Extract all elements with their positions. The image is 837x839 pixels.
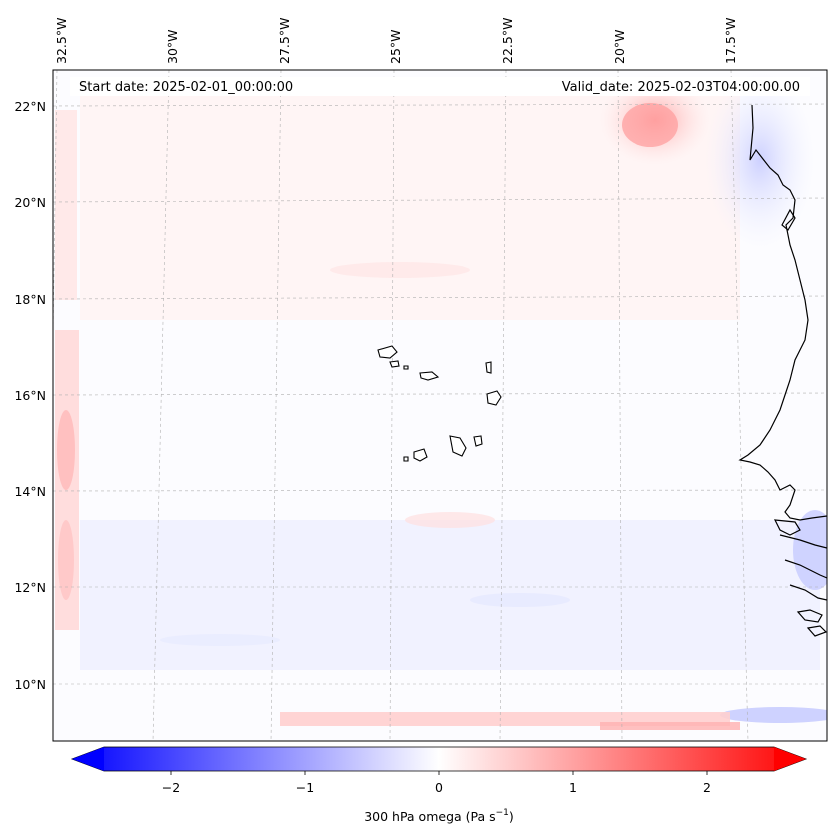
colorbar-body xyxy=(70,746,808,772)
lat-label-12n: 12°N xyxy=(14,580,46,595)
map-frame xyxy=(52,69,828,742)
valid-date-label: Valid_date: 2025-02-03T04:00:00.00 xyxy=(562,80,800,95)
omega-field xyxy=(53,70,827,741)
colorbar-min-extend xyxy=(72,747,104,771)
colorbar-max-extend xyxy=(774,747,806,771)
colorbar-title: 300 hPa omega (Pa s−1) xyxy=(364,808,514,824)
lon-label-17-5w: 17.5°W xyxy=(723,18,738,64)
lat-label-10n: 10°N xyxy=(14,677,46,692)
longitude-labels: 32.5°W 30°W 27.5°W 25°W 22.5°W 20°W 17.5… xyxy=(54,18,738,64)
start-date-label: Start date: 2025-02-01_00:00:00 xyxy=(79,80,293,95)
colorbar-tick-label: 1 xyxy=(569,780,577,795)
lon-label-30w: 30°W xyxy=(165,29,180,64)
lat-label-20n: 20°N xyxy=(14,195,46,210)
lon-label-25w: 25°W xyxy=(388,29,403,64)
lat-label-22n: 22°N xyxy=(14,99,46,114)
lon-label-27-5w: 27.5°W xyxy=(277,18,292,64)
lat-label-18n: 18°N xyxy=(14,292,46,307)
graticule xyxy=(53,70,827,741)
lat-label-16n: 16°N xyxy=(14,388,46,403)
colorbar-tick-label: 0 xyxy=(435,780,443,795)
date-strip xyxy=(70,77,810,96)
lat-label-14n: 14°N xyxy=(14,484,46,499)
latitude-labels: 22°N 20°N 18°N 16°N 14°N 12°N 10°N xyxy=(14,99,46,692)
colorbar-tick-label: 2 xyxy=(703,780,711,795)
colorbar: −2 −1 0 1 2 300 hPa omega (Pa s−1) xyxy=(70,746,808,824)
coastline xyxy=(738,104,827,637)
colorbar-tick-label: −2 xyxy=(162,780,180,795)
colorbar-tick-label: −1 xyxy=(296,780,314,795)
lon-label-22-5w: 22.5°W xyxy=(500,18,515,64)
cape-verde-islands xyxy=(377,345,502,462)
lon-label-20w: 20°W xyxy=(612,29,627,64)
colorbar-ticks: −2 −1 0 1 2 xyxy=(162,771,711,795)
lon-label-32-5w: 32.5°W xyxy=(54,18,69,64)
